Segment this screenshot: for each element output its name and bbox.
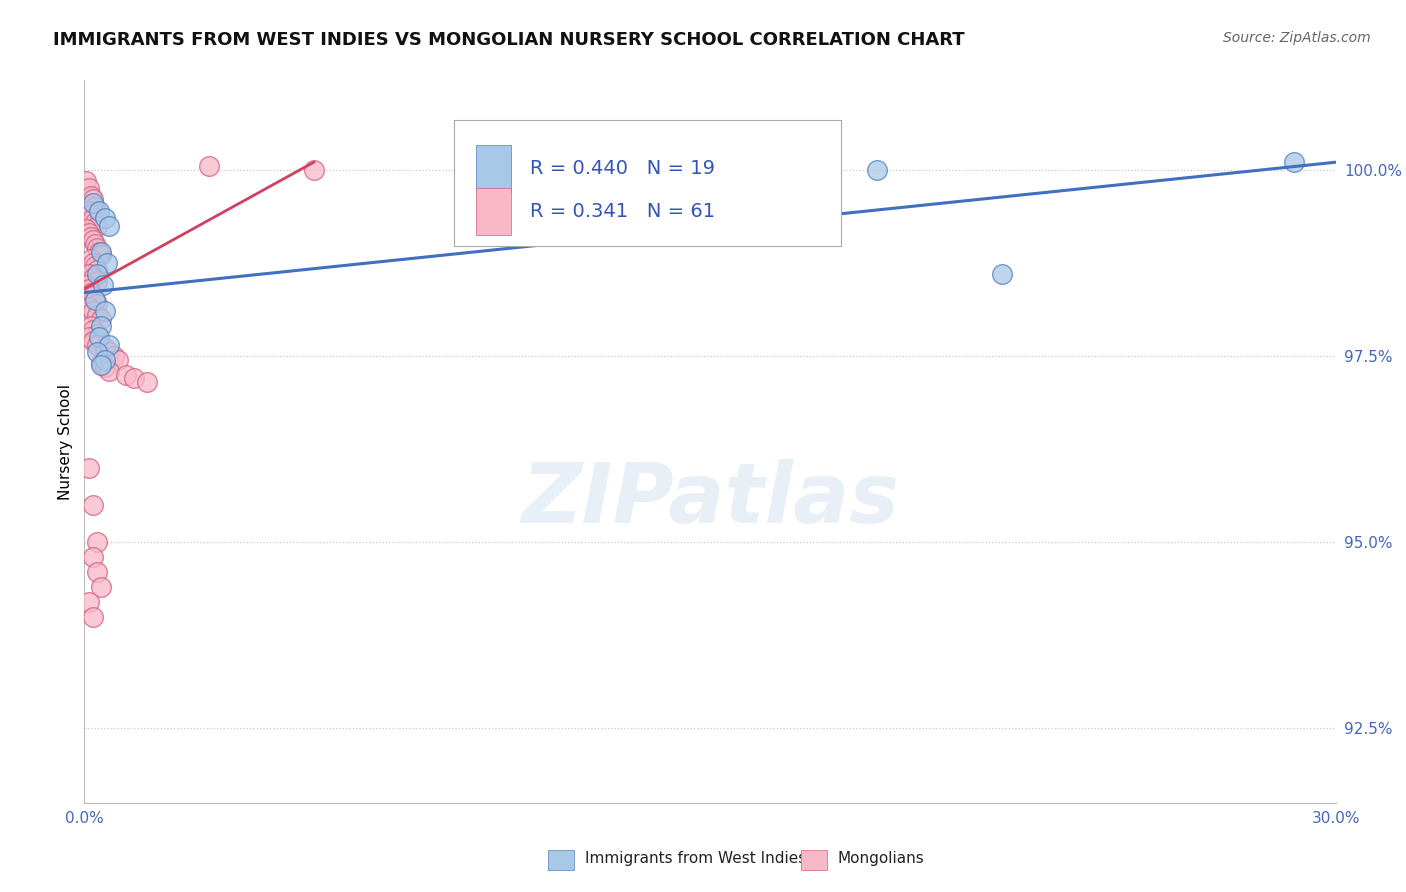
Point [103,349,125,363]
Point [86,274,108,288]
Point [77,595,100,609]
Text: R = 0.341   N = 61: R = 0.341 N = 61 [530,202,716,220]
Point [82,304,104,318]
Point [90,356,112,370]
Point [82,609,104,624]
Point [94,352,117,367]
Text: Immigrants from West Indies: Immigrants from West Indies [585,851,806,865]
Point [83,237,105,252]
Point [86,297,108,311]
Point [75,174,97,188]
Point [96,256,118,270]
Point [94,211,117,225]
Point [83,260,105,274]
Point [82,498,104,512]
Point [79,229,101,244]
Text: IMMIGRANTS FROM WEST INDIES VS MONGOLIAN NURSERY SCHOOL CORRELATION CHART: IMMIGRANTS FROM WEST INDIES VS MONGOLIAN… [53,31,965,49]
Point [77,301,100,315]
Point [79,207,101,221]
Point [77,330,100,344]
Point [98,219,121,233]
Point [87,244,110,259]
Point [79,285,101,300]
Point [83,200,105,214]
Point [90,358,112,372]
Point [77,203,100,218]
Point [83,293,105,307]
Point [90,244,112,259]
Point [94,359,117,374]
Point [82,270,104,285]
Point [90,580,112,594]
Text: Source: ZipAtlas.com: Source: ZipAtlas.com [1223,31,1371,45]
Point [83,215,105,229]
Point [86,565,108,579]
Point [866,162,889,177]
Point [77,181,100,195]
Point [82,256,104,270]
Point [86,263,108,277]
Point [115,368,138,382]
Point [82,549,104,564]
FancyBboxPatch shape [477,187,510,235]
Point [94,342,117,356]
Point [82,289,104,303]
Point [82,193,104,207]
Point [94,304,117,318]
Point [75,222,97,236]
Point [86,337,108,351]
Text: ZIPatlas: ZIPatlas [522,458,898,540]
Point [136,375,159,389]
Point [91,278,114,293]
Point [98,345,121,359]
Point [124,371,146,385]
FancyBboxPatch shape [454,120,841,246]
Point [90,319,112,334]
Point [75,278,97,293]
Point [77,267,100,281]
Point [87,203,110,218]
Point [77,282,100,296]
Point [90,311,112,326]
Point [87,330,110,344]
Point [82,211,104,225]
Point [86,267,108,281]
Point [198,159,221,173]
Point [107,352,129,367]
Point [991,267,1014,281]
Text: Mongolians: Mongolians [838,851,925,865]
Point [98,364,121,378]
Point [1282,155,1305,169]
Point [77,460,100,475]
Point [86,535,108,549]
Y-axis label: Nursery School: Nursery School [58,384,73,500]
Point [83,293,105,307]
Point [86,345,108,359]
Point [302,162,325,177]
Point [82,323,104,337]
Point [77,226,100,240]
Point [82,334,104,348]
FancyBboxPatch shape [477,145,510,192]
Point [86,326,108,341]
Point [79,252,101,266]
Point [79,188,101,202]
Point [98,337,121,351]
Point [86,241,108,255]
Point [79,319,101,334]
Point [86,219,108,233]
Point [82,234,104,248]
Point [82,196,104,211]
Point [86,308,108,322]
Point [90,248,112,262]
Text: R = 0.440   N = 19: R = 0.440 N = 19 [530,159,714,178]
